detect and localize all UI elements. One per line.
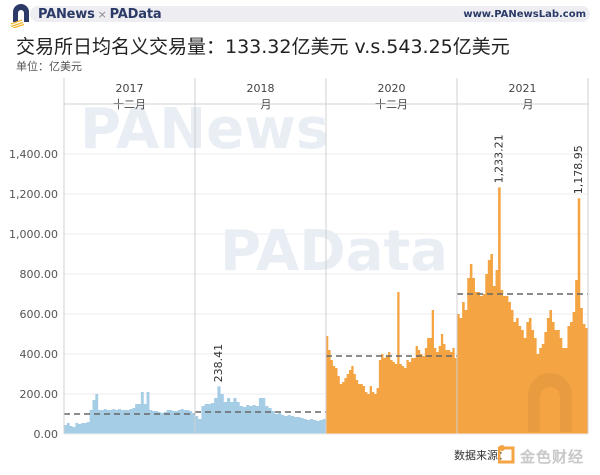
brand-panews: PANews — [38, 7, 95, 22]
watermark-arch-icon — [528, 373, 572, 432]
site-url: www.PANewsLab.com — [463, 9, 586, 20]
bar-series — [195, 386, 326, 434]
panel-year-label: 2017 — [116, 82, 144, 95]
data-source-label: 数据来源： — [454, 449, 509, 462]
bar-series — [64, 392, 195, 434]
panel-year-label: 2021 — [509, 82, 537, 95]
watermark-padata: PAData — [220, 219, 448, 284]
y-tick-label: 800.00 — [20, 268, 59, 281]
data-label: 238.41 — [212, 344, 225, 383]
unit-label: 单位：亿美元 — [16, 60, 82, 73]
watermark-text: 金色财经 — [520, 448, 585, 466]
y-tick-label: 1,400.00 — [9, 148, 58, 161]
header-bar: PANews × PAData www.PANewsLab.com — [0, 0, 600, 28]
bar-series — [457, 187, 588, 434]
brand-separator: × — [97, 8, 107, 21]
y-tick-label: 1,200.00 — [9, 188, 58, 201]
y-tick-label: 200.00 — [20, 388, 59, 401]
panews-logo-icon — [10, 4, 29, 28]
watermark-logo-icon — [498, 445, 515, 464]
y-tick-label: 1,000.00 — [9, 228, 58, 241]
bar-series — [326, 292, 457, 434]
header-strip — [30, 6, 590, 22]
y-tick-label: 600.00 — [20, 308, 59, 321]
y-tick-label: 400.00 — [20, 348, 59, 361]
panel-year-label: 2018 — [247, 82, 275, 95]
brand-title: PANews × PAData — [38, 7, 162, 22]
brand-padata: PAData — [109, 7, 162, 22]
watermark-panews: PANews — [80, 97, 329, 162]
data-label: 1,233.21 — [492, 134, 505, 183]
chart-title: 交易所日均名义交易量：133.32亿美元 v.s.543.25亿美元 — [16, 36, 510, 58]
y-tick-label: 0.00 — [34, 428, 59, 441]
data-label: 1,178.95 — [572, 145, 585, 194]
panel-year-label: 2020 — [378, 82, 406, 95]
